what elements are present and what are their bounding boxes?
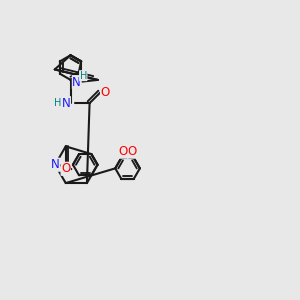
Text: N: N — [62, 97, 70, 110]
Text: N: N — [72, 76, 81, 88]
Text: O: O — [127, 145, 136, 158]
Text: O: O — [119, 145, 128, 158]
Text: N: N — [51, 158, 59, 171]
Text: H: H — [54, 98, 62, 108]
Text: H: H — [80, 71, 87, 81]
Text: O: O — [61, 162, 70, 175]
Text: O: O — [100, 86, 110, 99]
